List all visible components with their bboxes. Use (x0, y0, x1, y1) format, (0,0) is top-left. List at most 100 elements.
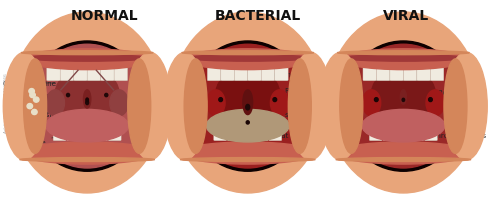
FancyBboxPatch shape (383, 127, 396, 141)
Text: Throat redness: Throat redness (411, 126, 486, 139)
Text: Tongue: Tongue (20, 136, 62, 145)
FancyBboxPatch shape (269, 127, 281, 141)
FancyBboxPatch shape (255, 127, 268, 141)
Ellipse shape (336, 142, 471, 164)
Ellipse shape (338, 52, 469, 55)
Ellipse shape (20, 158, 154, 162)
Text: Swollen uvula: Swollen uvula (248, 71, 312, 88)
FancyBboxPatch shape (274, 66, 288, 81)
FancyBboxPatch shape (242, 127, 254, 141)
Ellipse shape (214, 64, 282, 142)
Ellipse shape (20, 142, 154, 164)
Ellipse shape (23, 50, 152, 70)
Ellipse shape (182, 52, 314, 55)
Ellipse shape (46, 110, 128, 142)
Text: Palatine tonsil: Palatine tonsil (3, 111, 53, 117)
FancyBboxPatch shape (376, 66, 390, 81)
Ellipse shape (128, 60, 150, 154)
FancyBboxPatch shape (114, 66, 128, 81)
Text: Throat redness: Throat redness (256, 128, 319, 139)
Ellipse shape (339, 50, 468, 70)
Ellipse shape (66, 94, 70, 97)
Ellipse shape (110, 90, 128, 116)
Ellipse shape (29, 45, 146, 168)
FancyBboxPatch shape (404, 66, 417, 81)
Ellipse shape (345, 45, 462, 168)
Ellipse shape (340, 60, 363, 154)
Text: Red swollen
tonsils: Red swollen tonsils (278, 87, 328, 100)
Ellipse shape (243, 90, 252, 115)
FancyBboxPatch shape (424, 127, 438, 141)
Ellipse shape (46, 90, 64, 116)
Ellipse shape (400, 90, 406, 105)
Ellipse shape (10, 13, 164, 193)
Ellipse shape (270, 90, 289, 116)
Ellipse shape (184, 50, 312, 70)
Text: Red swollen
tonsils: Red swollen tonsils (421, 89, 481, 104)
Ellipse shape (86, 98, 88, 102)
FancyBboxPatch shape (74, 66, 87, 81)
FancyBboxPatch shape (100, 66, 114, 81)
Ellipse shape (180, 158, 315, 162)
Ellipse shape (370, 64, 437, 142)
FancyBboxPatch shape (87, 66, 101, 81)
Ellipse shape (22, 52, 153, 55)
Ellipse shape (86, 101, 88, 105)
FancyBboxPatch shape (248, 66, 261, 81)
Text: Adobe Stock | #287024066: Adobe Stock | #287024066 (4, 73, 8, 133)
Text: Pharyngopalatine arch: Pharyngopalatine arch (3, 94, 84, 100)
Ellipse shape (336, 158, 471, 162)
Ellipse shape (190, 45, 306, 168)
FancyBboxPatch shape (47, 66, 60, 81)
Text: NORMAL: NORMAL (70, 9, 138, 23)
Ellipse shape (129, 53, 171, 160)
Text: VIRAL: VIRAL (382, 9, 429, 23)
Ellipse shape (374, 98, 378, 102)
Ellipse shape (186, 42, 309, 171)
FancyBboxPatch shape (108, 127, 121, 141)
Ellipse shape (104, 94, 108, 97)
Ellipse shape (273, 98, 276, 102)
Ellipse shape (246, 105, 250, 110)
Ellipse shape (27, 104, 32, 109)
Ellipse shape (184, 60, 207, 154)
FancyBboxPatch shape (411, 127, 424, 141)
FancyBboxPatch shape (214, 127, 226, 141)
Ellipse shape (26, 55, 148, 62)
FancyBboxPatch shape (94, 127, 108, 141)
Text: Glossopalatine arch: Glossopalatine arch (3, 81, 74, 87)
Ellipse shape (4, 53, 45, 160)
Ellipse shape (206, 110, 289, 142)
Ellipse shape (164, 53, 206, 160)
Ellipse shape (54, 64, 121, 142)
Ellipse shape (426, 90, 444, 116)
Ellipse shape (29, 89, 34, 94)
Text: Gray furry tongue: Gray furry tongue (213, 145, 278, 156)
FancyBboxPatch shape (262, 66, 274, 81)
FancyBboxPatch shape (417, 66, 430, 81)
Ellipse shape (342, 55, 464, 62)
Ellipse shape (290, 53, 332, 160)
Ellipse shape (171, 13, 324, 193)
FancyBboxPatch shape (221, 66, 234, 81)
FancyBboxPatch shape (53, 127, 66, 141)
Ellipse shape (219, 98, 222, 102)
Ellipse shape (30, 93, 36, 98)
Text: Whitish
spots: Whitish spots (270, 105, 312, 118)
Ellipse shape (362, 90, 380, 116)
Ellipse shape (26, 42, 148, 171)
Ellipse shape (445, 53, 487, 160)
FancyBboxPatch shape (228, 127, 240, 141)
Ellipse shape (246, 121, 250, 124)
Ellipse shape (24, 60, 46, 154)
FancyBboxPatch shape (60, 66, 74, 81)
Ellipse shape (34, 97, 39, 103)
Ellipse shape (362, 110, 444, 142)
FancyBboxPatch shape (81, 127, 94, 141)
Ellipse shape (288, 60, 312, 154)
Ellipse shape (402, 99, 404, 102)
Ellipse shape (428, 98, 432, 102)
FancyBboxPatch shape (397, 127, 410, 141)
FancyBboxPatch shape (234, 66, 248, 81)
Ellipse shape (186, 55, 309, 62)
